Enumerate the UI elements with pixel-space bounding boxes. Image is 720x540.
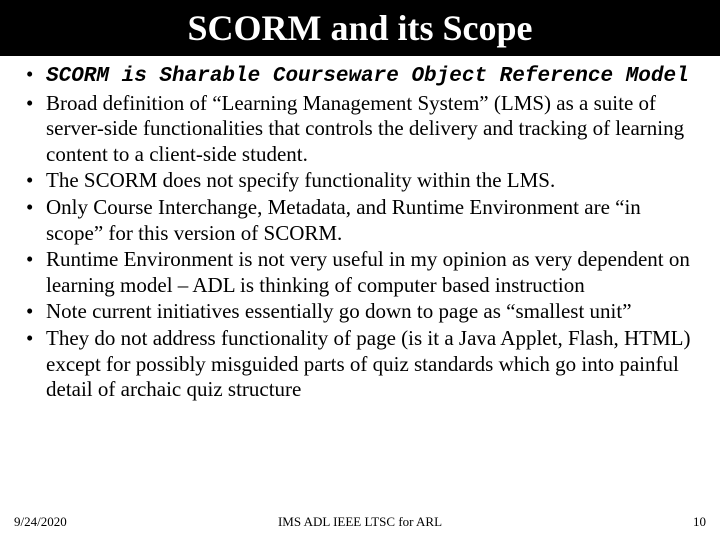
slide-title: SCORM and its Scope (187, 7, 532, 49)
bullet-text: SCORM is Sharable Courseware Object Refe… (46, 65, 689, 88)
bullet-text: They do not address functionality of pag… (46, 326, 690, 401)
bullet-item: They do not address functionality of pag… (22, 326, 698, 403)
bullet-item: Note current initiatives essentially go … (22, 299, 698, 325)
bullet-item: The SCORM does not specify functionality… (22, 168, 698, 194)
title-bar: SCORM and its Scope (0, 0, 720, 56)
footer-page-number: 10 (693, 514, 706, 530)
bullet-text: Runtime Environment is not very useful i… (46, 247, 690, 297)
bullet-list: SCORM is Sharable Courseware Object Refe… (22, 62, 698, 403)
footer-center: IMS ADL IEEE LTSC for ARL (278, 514, 442, 530)
bullet-text: Broad definition of “Learning Management… (46, 91, 684, 166)
bullet-item: Broad definition of “Learning Management… (22, 91, 698, 168)
bullet-item: Runtime Environment is not very useful i… (22, 247, 698, 298)
slide-body: SCORM is Sharable Courseware Object Refe… (0, 56, 720, 403)
bullet-text: The SCORM does not specify functionality… (46, 168, 555, 192)
slide-footer: 9/24/2020 IMS ADL IEEE LTSC for ARL 10 (0, 510, 720, 530)
footer-date: 9/24/2020 (14, 514, 67, 530)
bullet-text: Note current initiatives essentially go … (46, 299, 632, 323)
bullet-text: Only Course Interchange, Metadata, and R… (46, 195, 641, 245)
bullet-item: Only Course Interchange, Metadata, and R… (22, 195, 698, 246)
bullet-item: SCORM is Sharable Courseware Object Refe… (22, 62, 698, 90)
